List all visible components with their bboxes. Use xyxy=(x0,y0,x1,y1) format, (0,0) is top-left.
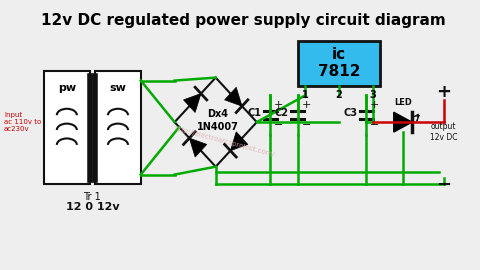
Text: 2: 2 xyxy=(336,90,342,100)
Text: 12v DC regulated power supply circuit diagram: 12v DC regulated power supply circuit di… xyxy=(41,13,445,28)
Bar xyxy=(95,71,141,184)
Text: C2: C2 xyxy=(275,108,289,118)
Polygon shape xyxy=(225,87,242,106)
Bar xyxy=(44,71,90,184)
Text: 12 0 12v: 12 0 12v xyxy=(66,202,119,212)
Text: Tr 1: Tr 1 xyxy=(84,193,101,202)
Text: ic
7812: ic 7812 xyxy=(318,47,360,79)
Text: −: − xyxy=(436,176,452,194)
Text: −: − xyxy=(370,120,379,130)
Text: 1: 1 xyxy=(302,90,309,100)
Text: Dx4: Dx4 xyxy=(207,109,228,119)
Text: 1N4007: 1N4007 xyxy=(197,122,239,132)
Text: Input
ac 110v to
ac230v: Input ac 110v to ac230v xyxy=(4,112,41,132)
Text: http://electroarcsproject.com/: http://electroarcsproject.com/ xyxy=(174,126,276,158)
Text: +: + xyxy=(370,100,379,110)
Text: output
12v DC: output 12v DC xyxy=(430,122,458,142)
Bar xyxy=(298,41,380,86)
Text: +: + xyxy=(274,100,284,110)
Text: C1: C1 xyxy=(247,108,261,118)
Polygon shape xyxy=(183,94,201,113)
Text: C3: C3 xyxy=(343,108,357,118)
Text: 3: 3 xyxy=(370,90,376,100)
Polygon shape xyxy=(394,112,412,132)
Text: −: − xyxy=(274,120,284,130)
Text: LED: LED xyxy=(394,98,412,107)
Text: +: + xyxy=(301,100,311,110)
Text: pw: pw xyxy=(58,83,76,93)
Polygon shape xyxy=(189,138,207,157)
Text: −: − xyxy=(301,120,311,130)
Text: +: + xyxy=(436,83,452,102)
Polygon shape xyxy=(230,132,248,151)
Text: sw: sw xyxy=(109,83,126,93)
